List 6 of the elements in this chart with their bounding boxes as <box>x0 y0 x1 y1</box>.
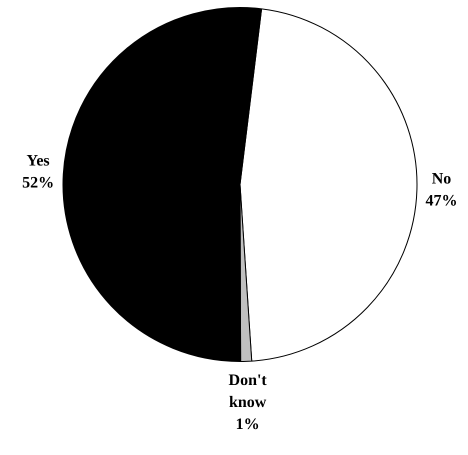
data-label: 47% <box>426 192 458 210</box>
data-label: 1% <box>236 416 260 434</box>
slice-label: Yes <box>26 152 50 170</box>
data-label: 52% <box>22 174 54 192</box>
slice-label: No <box>432 170 452 188</box>
slice-label: Don't know <box>228 372 268 412</box>
